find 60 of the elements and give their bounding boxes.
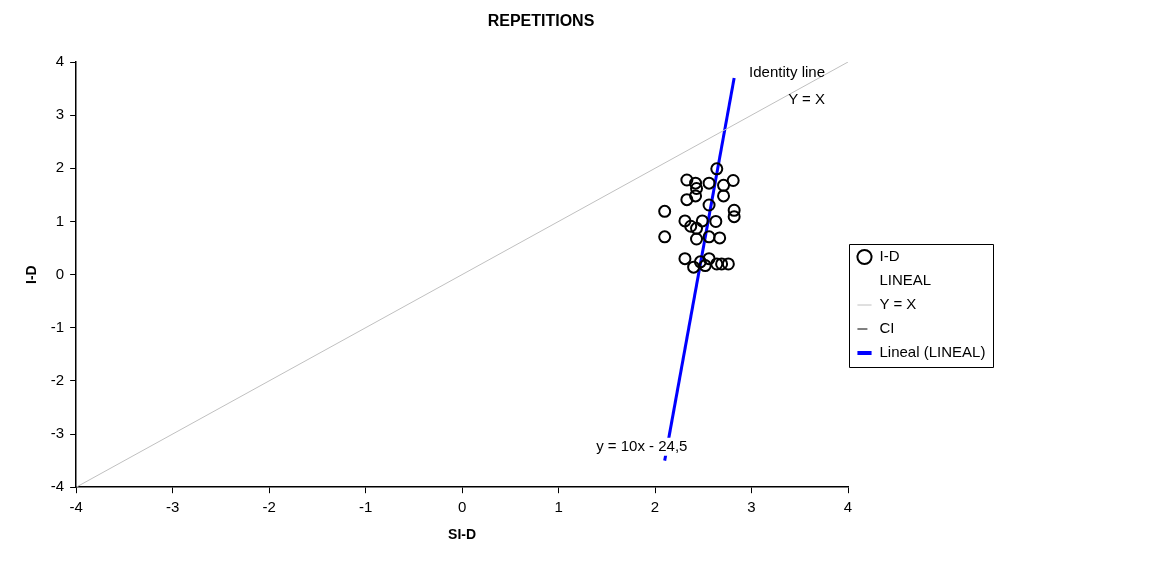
y-tick-label: 0	[55, 264, 65, 282]
x-tick-label: -2	[262, 498, 276, 516]
x-tick-label: 4	[843, 498, 853, 516]
legend-label: Lineal (LINEAL)	[879, 343, 986, 361]
point	[727, 203, 741, 217]
y-axis-title: I-D	[23, 265, 40, 284]
point	[678, 214, 692, 228]
x-tick-label: -4	[69, 498, 83, 516]
point	[727, 210, 741, 224]
point	[680, 193, 694, 207]
point	[658, 204, 672, 218]
point	[710, 162, 724, 176]
point	[690, 221, 704, 235]
point	[690, 182, 704, 195]
x-tick-label: 2	[650, 498, 660, 516]
annotation: y = 10x - 24,5	[596, 436, 688, 454]
point	[687, 260, 701, 274]
y-tick-label: -1	[50, 317, 65, 335]
point	[678, 252, 692, 266]
point	[710, 257, 724, 271]
point	[690, 232, 704, 246]
x-tick-label: 3	[747, 498, 756, 516]
y-tick-label: 1	[55, 211, 65, 229]
y-tick-label: 3	[55, 105, 65, 123]
point	[715, 257, 729, 271]
point	[680, 173, 694, 187]
legend-label: CI	[879, 319, 895, 337]
text: LINEAL	[879, 271, 932, 289]
point	[658, 230, 672, 244]
x-tick-label: 1	[554, 498, 563, 516]
chart-title: REPETITIONS	[486, 12, 596, 30]
point	[689, 189, 703, 203]
point	[726, 174, 740, 188]
legend-label: Y = X	[879, 295, 917, 313]
x-tick-label: 0	[457, 498, 467, 516]
legend-label: I-D	[879, 247, 900, 265]
annotation: Identity line	[749, 63, 825, 81]
point	[689, 176, 703, 190]
point	[713, 231, 727, 245]
point	[698, 259, 712, 273]
point	[695, 214, 709, 228]
point	[693, 255, 707, 269]
x-tick-label: -1	[358, 498, 373, 516]
x-tick-label: -3	[165, 498, 180, 516]
y-tick-label: 4	[55, 52, 65, 70]
point	[702, 176, 716, 190]
y-tick-label: -3	[50, 424, 65, 442]
point	[721, 257, 735, 271]
point	[702, 198, 716, 212]
point	[717, 178, 731, 192]
point	[702, 252, 716, 266]
y-tick-label: -2	[50, 371, 65, 389]
annotation: Y = X	[788, 90, 825, 108]
point	[684, 219, 698, 233]
point	[702, 230, 716, 244]
x-axis-title: SI-D	[448, 526, 477, 543]
point	[709, 214, 723, 228]
point	[717, 189, 731, 203]
y-tick-label: -4	[50, 477, 65, 495]
y-tick-label: 2	[55, 158, 65, 176]
